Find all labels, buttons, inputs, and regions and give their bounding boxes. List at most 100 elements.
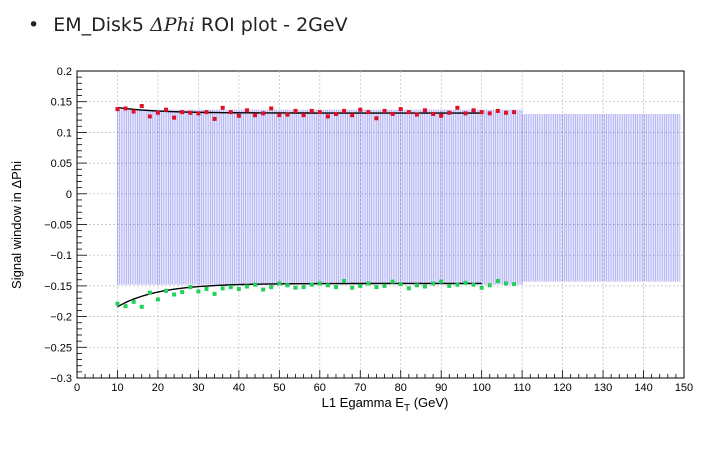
upper-point bbox=[325, 114, 330, 119]
x-tick-label: 60 bbox=[314, 382, 326, 394]
y-tick-label: −0.1 bbox=[50, 250, 72, 262]
bullet-glyph: • bbox=[28, 14, 40, 36]
lower-point bbox=[196, 289, 201, 294]
x-tick-label: 10 bbox=[111, 382, 123, 394]
upper-point bbox=[423, 108, 428, 113]
upper-point bbox=[358, 107, 363, 112]
upper-point bbox=[382, 108, 387, 113]
lower-point bbox=[253, 282, 258, 287]
lower-point bbox=[317, 281, 322, 286]
lower-point bbox=[139, 304, 144, 309]
y-tick-label: −0.3 bbox=[50, 373, 72, 385]
upper-point bbox=[471, 108, 476, 113]
upper-point bbox=[164, 107, 169, 112]
upper-point bbox=[301, 113, 306, 118]
lower-point bbox=[277, 281, 282, 286]
lower-point bbox=[261, 287, 266, 292]
x-tick-label: 140 bbox=[634, 382, 652, 394]
lower-point bbox=[269, 285, 274, 290]
upper-point bbox=[390, 111, 395, 116]
fit-curve-upper bbox=[117, 106, 482, 114]
upper-point bbox=[342, 108, 347, 113]
upper-point bbox=[180, 110, 185, 115]
lower-point bbox=[358, 283, 363, 288]
lower-point bbox=[188, 285, 193, 290]
x-axis-title: L1 Egamma ET (GeV) bbox=[322, 395, 449, 414]
lower-point bbox=[350, 285, 355, 290]
upper-point bbox=[366, 110, 371, 115]
upper-point bbox=[172, 115, 177, 120]
upper-point bbox=[479, 110, 484, 115]
y-tick-label: 0.15 bbox=[51, 97, 72, 109]
x-tick-label: 30 bbox=[192, 382, 204, 394]
upper-point bbox=[398, 107, 403, 112]
lower-point bbox=[115, 301, 120, 306]
upper-point bbox=[350, 113, 355, 118]
upper-point bbox=[277, 113, 282, 118]
lower-point bbox=[212, 291, 217, 296]
upper-point bbox=[236, 113, 241, 118]
lower-point bbox=[228, 285, 233, 290]
y-tick-label: 0.2 bbox=[57, 66, 72, 78]
lower-point bbox=[123, 304, 128, 309]
lower-point bbox=[374, 285, 379, 290]
lower-point bbox=[398, 282, 403, 287]
lower-point bbox=[366, 281, 371, 286]
x-tick-label: 70 bbox=[354, 382, 366, 394]
lower-point bbox=[439, 279, 444, 284]
x-tick-label: 90 bbox=[435, 382, 447, 394]
x-tick-label: 130 bbox=[594, 382, 612, 394]
y-tick-label: −0.2 bbox=[50, 312, 72, 324]
upper-point bbox=[188, 110, 193, 115]
upper-point bbox=[512, 110, 517, 115]
lower-point bbox=[390, 279, 395, 284]
y-tick-label: −0.05 bbox=[44, 220, 72, 232]
lower-point bbox=[204, 286, 209, 291]
lower-point bbox=[244, 284, 249, 289]
lower-point bbox=[382, 283, 387, 288]
x-tick-label: 150 bbox=[675, 382, 693, 394]
lower-point bbox=[406, 286, 411, 291]
title-math: ΔPhi bbox=[150, 14, 195, 36]
upper-point bbox=[261, 111, 266, 116]
upper-point bbox=[131, 109, 136, 114]
upper-point bbox=[447, 110, 452, 115]
lower-point bbox=[447, 283, 452, 288]
upper-point bbox=[269, 106, 274, 111]
x-tick-label: 110 bbox=[513, 382, 531, 394]
y-tick-label: 0 bbox=[66, 189, 72, 201]
lower-point bbox=[414, 283, 419, 288]
band-fill bbox=[522, 113, 680, 282]
upper-point bbox=[455, 105, 460, 110]
upper-point bbox=[220, 105, 225, 110]
lower-point bbox=[285, 283, 290, 288]
x-tick-label: 80 bbox=[395, 382, 407, 394]
lower-point bbox=[236, 286, 241, 291]
lower-point bbox=[164, 288, 169, 293]
lower-point bbox=[180, 290, 185, 295]
y-axis-ticks: −0.3 −0.25 −0.2 −0.15 −0.1 −0.05 0 0.05 0.1 0.15 0… bbox=[44, 66, 87, 385]
upper-point bbox=[139, 103, 144, 108]
upper-point bbox=[374, 116, 379, 121]
upper-point bbox=[285, 112, 290, 117]
upper-point bbox=[503, 110, 508, 115]
band-fill bbox=[117, 109, 523, 285]
upper-point bbox=[406, 110, 411, 115]
lower-point bbox=[342, 278, 347, 283]
signal-window-band bbox=[117, 109, 681, 285]
upper-point bbox=[293, 108, 298, 113]
x-tick-label: 20 bbox=[152, 382, 164, 394]
lower-point bbox=[333, 285, 338, 290]
upper-point bbox=[204, 110, 209, 115]
lower-point bbox=[293, 285, 298, 290]
upper-point bbox=[431, 111, 436, 116]
lower-point bbox=[220, 286, 225, 291]
lower-point bbox=[131, 299, 136, 304]
upper-point bbox=[253, 113, 258, 118]
y-axis-title: Signal window in ΔPhi bbox=[9, 161, 24, 289]
upper-point bbox=[123, 106, 128, 111]
upper-point bbox=[414, 112, 419, 117]
upper-point bbox=[196, 111, 201, 116]
lower-point bbox=[431, 281, 436, 286]
